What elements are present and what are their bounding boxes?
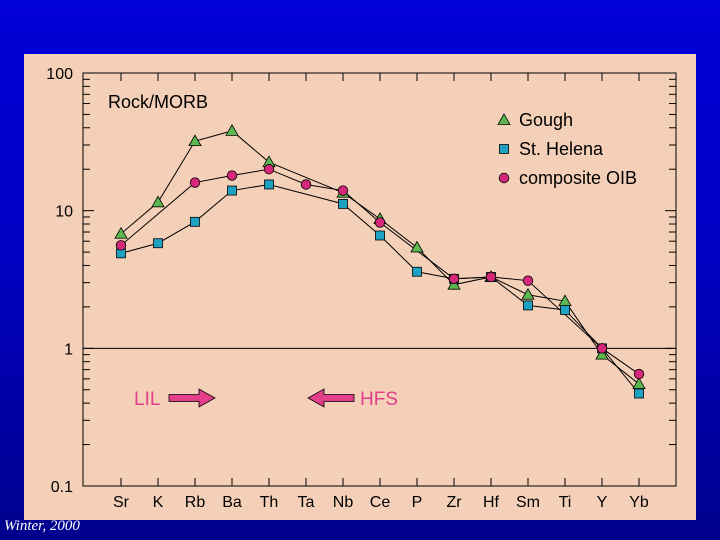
point-composite-oib <box>633 368 645 380</box>
point-st-helena <box>375 230 385 241</box>
point-composite-oib <box>300 179 312 190</box>
y-tick-label: 1 <box>64 341 73 358</box>
point-composite-oib <box>226 170 238 181</box>
point-gough <box>188 134 202 147</box>
x-tick-label: Hf <box>483 494 500 511</box>
chart: 100 10 1 0.1 Sr K Rb Ba Th Ta Nb Ce P Zr Hf Sm Ti Y Yb Roc… <box>46 66 677 511</box>
point-st-helena <box>560 305 570 315</box>
series-line-gough <box>120 130 640 385</box>
x-tick-label: Sm <box>516 494 540 511</box>
point-gough <box>114 226 128 239</box>
x-tick-label: Ce <box>370 494 391 511</box>
x-tick-label: K <box>153 494 164 511</box>
axis-labels: 100 10 1 0.1 Sr K Rb Ba Th Ta Nb Ce P Zr Hf Sm Ti Y Yb <box>46 66 649 511</box>
point-composite-oib <box>374 217 386 228</box>
x-tick-label: Ba <box>222 494 242 511</box>
point-st-helena <box>153 238 163 249</box>
point-gough <box>595 347 609 360</box>
point-gough <box>632 377 646 389</box>
point-gough <box>225 124 239 136</box>
x-tick-label: Th <box>260 494 279 511</box>
x-tick-label: Ta <box>298 494 315 511</box>
point-composite-oib <box>337 185 349 196</box>
annotations: LIL HFS <box>134 388 398 410</box>
tick-marks <box>83 73 676 487</box>
arrow-left-icon <box>307 388 355 408</box>
series-line-composite-oib <box>120 168 640 375</box>
legend-marker-gough <box>497 113 511 125</box>
legend-label-composite-oib: composite OIB <box>519 168 637 188</box>
point-st-helena <box>190 216 200 227</box>
legend-marker-composite-oib <box>498 172 510 184</box>
point-composite-oib <box>485 271 497 283</box>
point-st-helena <box>412 266 422 277</box>
y-axis-label: Rock/MORB <box>108 92 208 112</box>
legend: Gough St. Helena composite OIB <box>497 110 637 188</box>
point-composite-oib <box>263 164 275 175</box>
point-st-helena <box>634 388 644 399</box>
point-st-helena <box>338 198 348 209</box>
y-tick-label: 100 <box>46 66 73 83</box>
x-tick-label: Y <box>597 494 608 511</box>
point-composite-oib <box>522 275 534 286</box>
point-st-helena <box>227 185 237 196</box>
arrow-right-icon <box>168 388 216 408</box>
x-tick-label: Zr <box>446 494 462 511</box>
x-tick-label: Ti <box>559 494 572 511</box>
x-tick-label: Sr <box>113 494 130 511</box>
point-composite-oib <box>189 177 201 188</box>
point-st-helena <box>264 179 274 190</box>
x-tick-label: Nb <box>333 494 354 511</box>
y-tick-label: 10 <box>55 204 73 221</box>
y-tick-label: 0.1 <box>51 479 73 496</box>
point-composite-oib <box>596 343 608 354</box>
point-composite-oib <box>448 273 460 284</box>
annotation-hfs: HFS <box>360 389 398 410</box>
point-st-helena <box>523 300 533 311</box>
point-gough <box>410 240 424 253</box>
legend-label-gough: Gough <box>519 110 573 130</box>
point-gough <box>151 195 165 208</box>
x-tick-label: P <box>412 494 423 511</box>
annotation-lil: LIL <box>134 389 160 410</box>
point-gough <box>521 287 535 300</box>
figure-panel <box>24 54 696 520</box>
legend-label-st-helena: St. Helena <box>519 139 604 159</box>
x-tick-label: Yb <box>629 494 649 511</box>
credit-text: Winter, 2000 <box>4 518 80 534</box>
x-tick-label: Rb <box>185 494 206 511</box>
plot-frame <box>82 72 677 487</box>
legend-marker-st-helena <box>499 144 509 154</box>
point-composite-oib <box>115 240 127 251</box>
series-layer <box>114 124 646 399</box>
